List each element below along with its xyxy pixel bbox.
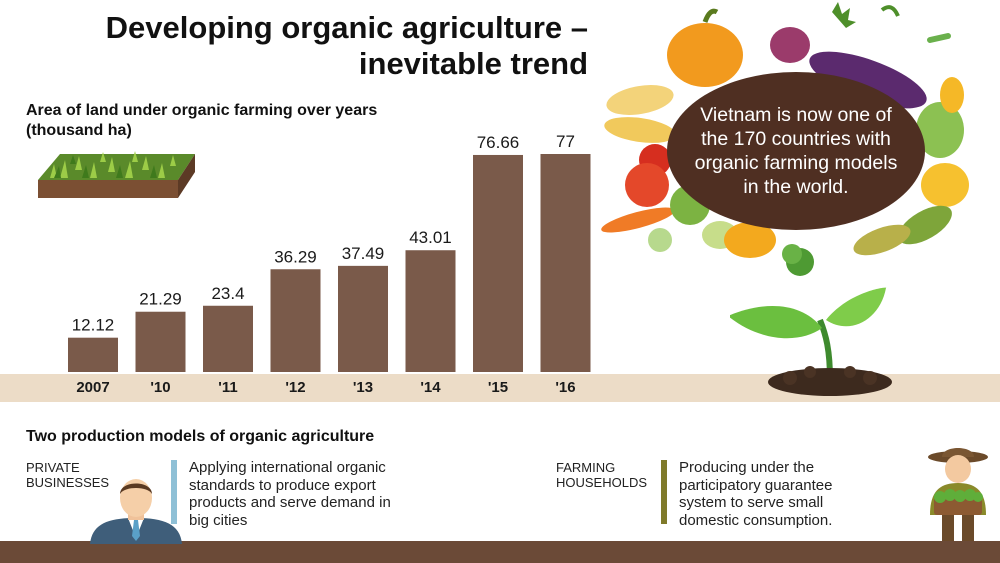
chart-title-text: Area of land under organic farming over …: [26, 102, 378, 119]
models-heading: Two production models of organic agricul…: [26, 428, 375, 445]
bar-1: [135, 311, 186, 372]
bar-chart: 12.12 2007 21.29 '10 23.4 '11 36.29 '12 37.49 '13…: [68, 132, 591, 396]
bar-0: [68, 337, 118, 372]
grass-patch-icon: [38, 151, 195, 198]
private-desc-line: big cities: [189, 511, 248, 529]
chart-unit: (thousand ha): [26, 122, 132, 139]
x-tick-label: '16: [555, 379, 575, 396]
data-label: 76.66: [477, 133, 520, 152]
households-name-line-2: HOUSEHOLDS: [556, 475, 648, 490]
vegetables-illustration: [601, 2, 969, 276]
sprout-icon: [730, 287, 892, 396]
private-accent-bar: [171, 460, 177, 524]
data-label: 21.29: [139, 290, 182, 309]
data-label: 37.49: [342, 244, 385, 263]
private-name-line-2: BUSINESSES: [26, 475, 110, 490]
farmer-icon: [928, 448, 988, 541]
households-desc-line: system to serve small: [679, 494, 824, 511]
data-label: 77: [556, 132, 575, 151]
private-name-line-1: PRIVATE: [26, 460, 80, 475]
x-tick-label: '11: [218, 379, 237, 396]
data-label: 36.29: [274, 247, 317, 266]
farming-households-label: FARMING HOUSEHOLDS: [556, 460, 647, 490]
private-desc-line: standards to produce export: [189, 476, 376, 494]
households-desc-line: domestic consumption.: [679, 511, 833, 529]
private-businesses-label: PRIVATE BUSINESSES: [26, 460, 109, 490]
bar-4: [338, 265, 388, 372]
x-tick-label: 2007: [76, 379, 109, 396]
households-desc-line: Producing under the: [679, 459, 815, 476]
bar-2: [203, 305, 253, 372]
x-tick-label: '15: [488, 379, 508, 396]
data-label: 23.4: [211, 284, 244, 303]
x-tick-label: '13: [353, 379, 373, 396]
businessman-icon: [90, 479, 182, 544]
ground-strip: [0, 541, 1000, 563]
private-desc-line: Applying international organic: [189, 459, 386, 476]
private-description: Applying international organic standards…: [189, 459, 391, 529]
households-desc-line: participatory guarantee: [679, 476, 833, 494]
info-bubble-text: Vietnam is now one of the 170 countries …: [694, 104, 898, 198]
bar-7: [540, 154, 591, 372]
title-line-2: inevitable trend: [358, 46, 588, 81]
title-line-1: Developing organic agriculture –: [105, 10, 588, 45]
chart-title: Area of land under organic farming over …: [26, 101, 377, 141]
households-name-line-1: FARMING: [556, 460, 616, 475]
data-label: 12.12: [72, 316, 115, 335]
info-bubble: Vietnam is now one of the 170 countries …: [667, 72, 925, 230]
bar-5: [405, 250, 456, 372]
x-tick-label: '14: [420, 379, 441, 396]
households-description: Producing under the participatory guaran…: [679, 459, 832, 529]
data-label: 43.01: [409, 228, 452, 247]
private-desc-line: products and serve demand in: [189, 494, 391, 511]
households-accent-bar: [661, 460, 667, 524]
x-tick-label: '10: [150, 379, 170, 396]
bar-6: [473, 154, 523, 372]
x-tick-label: '12: [285, 379, 305, 396]
page-title: Developing organic agriculture – inevita…: [0, 10, 588, 82]
bar-3: [270, 269, 321, 372]
